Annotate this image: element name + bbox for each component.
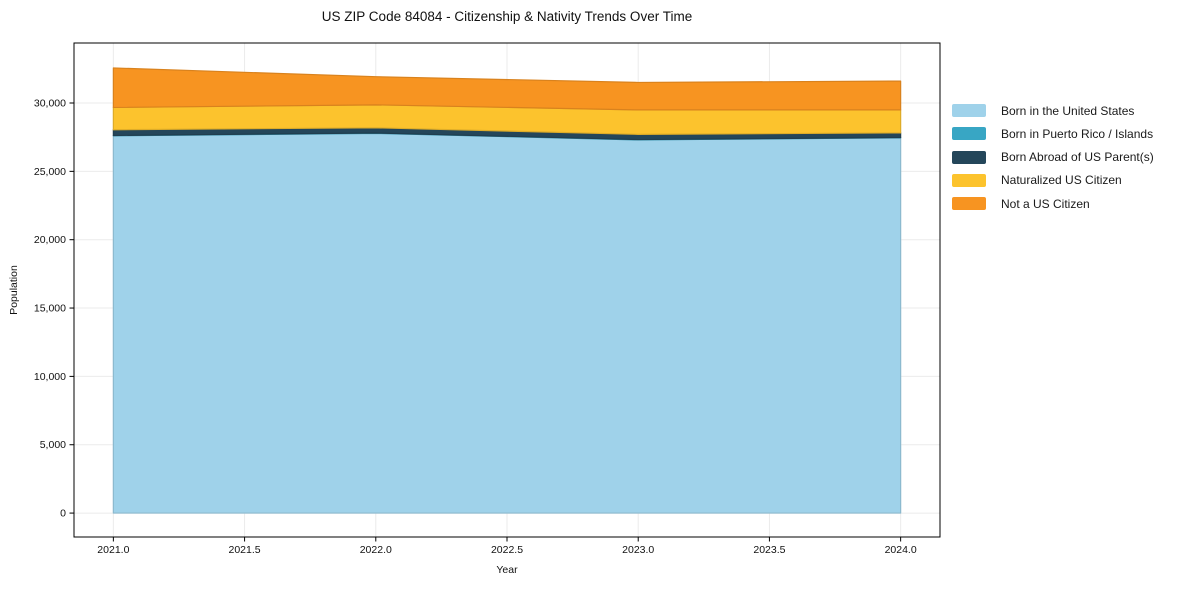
x-tick-label: 2024.0 [885,544,917,556]
y-tick-label: 0 [60,508,66,520]
x-tick-label: 2022.5 [491,544,523,556]
legend-swatch-not-a-us-citizen [952,197,986,211]
legend-label: Born in Puerto Rico / Islands [1001,126,1154,141]
legend-swatch-naturalized-us-citizen [952,173,986,187]
y-tick-label: 25,000 [34,166,66,178]
legend-label: Not a US Citizen [1001,196,1090,211]
y-tick-label: 20,000 [34,234,66,246]
legend-item-born-in-the-united-states: Born in the United States [952,103,1154,118]
chart-title: US ZIP Code 84084 - Citizenship & Nativi… [321,9,693,24]
y-tick-label: 30,000 [34,98,66,110]
x-axis: 2021.0 2021.5 2022.0 2022.5 2023.0 2023.5 2024… [97,537,917,556]
y-tick-label: 15,000 [34,303,66,315]
y-axis-label: Population [8,265,20,315]
legend-swatch-born-abroad-of-us-parent-s [952,150,986,164]
legend-item-born-abroad-of-us-parent-s: Born Abroad of US Parent(s) [952,150,1154,165]
legend-swatch-born-in-puerto-rico-islands [952,127,986,141]
area-born-in-the-united-states [112,132,902,514]
y-tick-label: 10,000 [34,371,66,383]
legend-item-naturalized-us-citizen: Naturalized US Citizen [952,173,1154,188]
legend-label: Born Abroad of US Parent(s) [1001,150,1154,165]
legend: Born in the United States Born in Puerto … [952,104,1154,220]
legend-label: Born in the United States [1001,103,1135,118]
y-axis: 0 5,000 10,000 15,000 20,000 25,000 30,000 [34,98,74,520]
area-not-a-us-citizen [112,67,902,111]
legend-swatch-born-in-the-united-states [952,104,986,117]
legend-item-not-a-us-citizen: Not a US Citizen [952,196,1154,211]
x-tick-label: 2023.0 [622,544,654,556]
x-tick-label: 2021.5 [229,544,261,556]
legend-label: Naturalized US Citizen [1001,173,1122,188]
x-axis-label: Year [496,564,518,576]
legend-item-born-in-puerto-rico-islands: Born in Puerto Rico / Islands [952,126,1154,141]
x-tick-label: 2022.0 [360,544,392,556]
y-tick-label: 5,000 [40,439,66,451]
x-tick-label: 2023.5 [753,544,785,556]
x-tick-label: 2021.0 [97,544,129,556]
